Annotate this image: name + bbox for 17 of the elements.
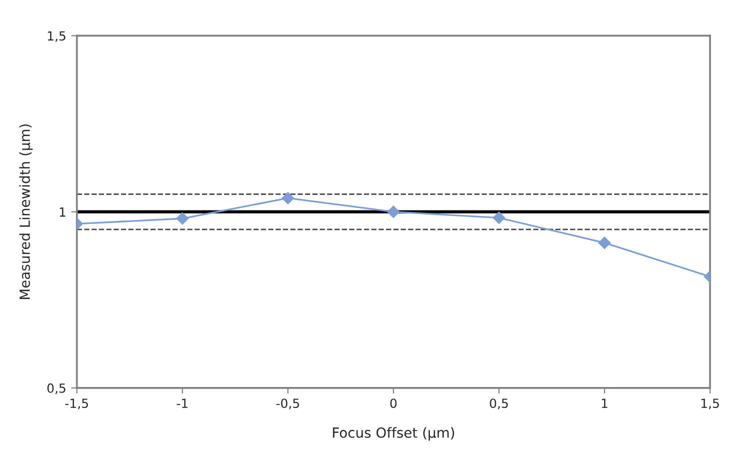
- point: [492, 211, 506, 224]
- x-tick-label: 1,5: [701, 398, 719, 410]
- x-tick-label: 0,5: [490, 398, 508, 410]
- y-tick-label: 1: [60, 207, 66, 217]
- y-tick-label: 0,5: [47, 383, 66, 394]
- point: [176, 212, 189, 225]
- x-axis-title: Focus Offset (µm): [333, 427, 454, 441]
- point: [282, 192, 294, 204]
- x-tick-label: 1: [602, 398, 608, 408]
- x-tick-label: 0: [390, 398, 397, 408]
- y-axis-title: Measured Linewidth (µm): [19, 124, 33, 300]
- x-tick-label: -0,5: [276, 398, 300, 410]
- x-tick-label: -1: [176, 398, 188, 408]
- point: [598, 236, 611, 250]
- y-tick-label: 1,5: [48, 31, 66, 42]
- x-tick-label: -1,5: [65, 398, 88, 410]
- point: [387, 205, 400, 218]
